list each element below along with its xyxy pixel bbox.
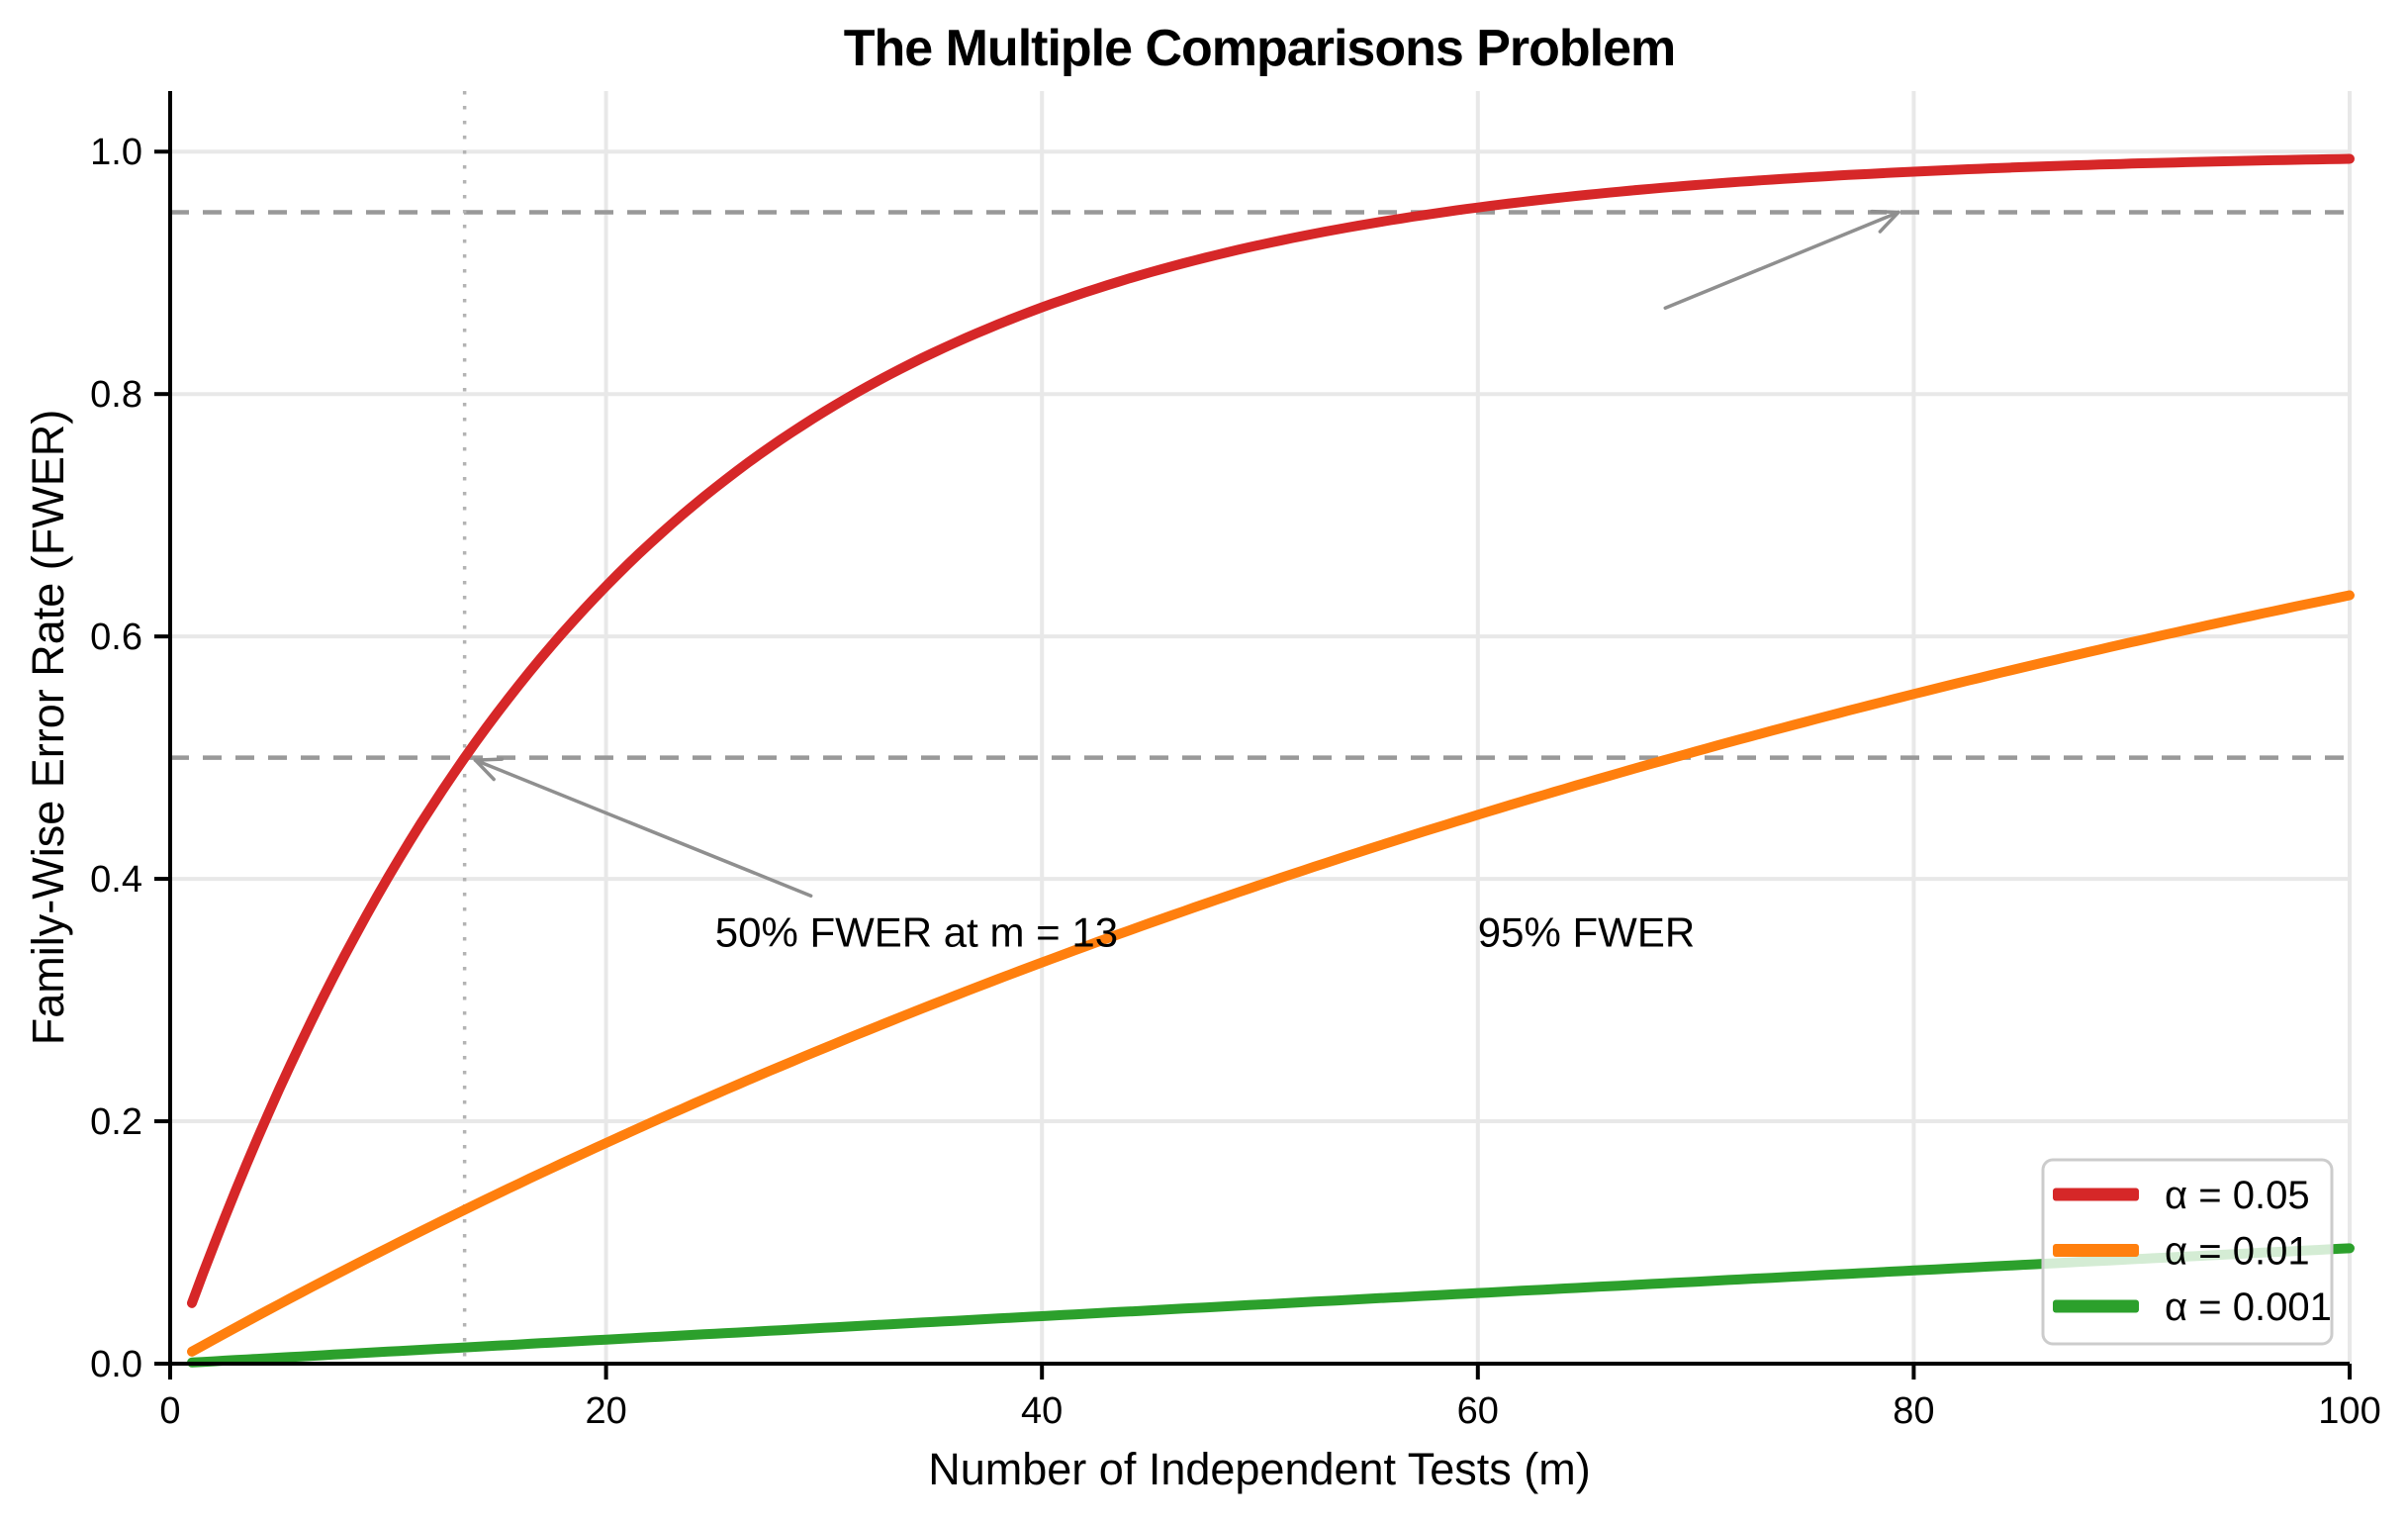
legend-box [2041,1158,2334,1346]
y-tick-label: 0.0 [90,1344,142,1385]
y-axis-label: Family-Wise Error Rate (FWER) [23,410,73,1045]
grid-layer [170,91,2352,1364]
annotation-arrow-shaft [473,758,813,898]
axes-layer: 0 20 40 60 80 100 0.0 0.2 0.4 0.6 0.8 1.0 [90,91,2381,1432]
annotation-arrow-shaft [1663,210,1900,310]
reference-lines-layer [170,91,2350,1364]
series-curve-alpha-0.01 [187,590,2355,1357]
y-tick-label: 1.0 [90,132,142,173]
series-layer [187,153,2355,1368]
annotations-layer: 95% FWER 50% FWER at m = 13 [473,209,1900,956]
legend-label-alpha-0.05: α = 0.05 [2165,1174,2310,1217]
y-tick-label: 0.4 [90,859,142,901]
x-tick-label: 100 [2318,1390,2380,1432]
x-tick-label: 20 [585,1390,626,1432]
legend-label-alpha-0.001: α = 0.001 [2165,1285,2332,1329]
annotation-arrow-head [1870,209,1900,215]
y-tick-label: 0.8 [90,374,142,416]
legend-swatch-alpha-0.001 [2053,1299,2139,1313]
chart-title: The Multiple Comparisons Problem [844,20,1676,77]
y-tick-label: 0.2 [90,1101,142,1143]
x-axis-label: Number of Independent Tests (m) [928,1444,1591,1494]
x-tick-label: 80 [1893,1390,1934,1432]
legend-swatch-alpha-0.01 [2053,1244,2139,1257]
x-tick-label: 0 [159,1390,180,1432]
annotation-text-1: 50% FWER at m = 13 [715,909,1118,956]
annotation-arrow-head [473,758,496,782]
annotation-arrow-head [473,757,505,762]
x-tick-label: 60 [1457,1390,1499,1432]
series-curve-alpha-0.05 [187,153,2355,1308]
legend-label-alpha-0.01: α = 0.01 [2165,1230,2310,1274]
y-tick-label: 0.6 [90,617,142,658]
series-curve-alpha-0.001 [187,1243,2355,1368]
annotation-text-0: 95% FWER [1478,909,1695,956]
legend: α = 0.05 α = 0.01 α = 0.001 [2041,1158,2334,1346]
annotation-arrow-head [1878,210,1900,234]
legend-swatch-alpha-0.05 [2053,1188,2139,1201]
x-tick-label: 40 [1021,1390,1063,1432]
